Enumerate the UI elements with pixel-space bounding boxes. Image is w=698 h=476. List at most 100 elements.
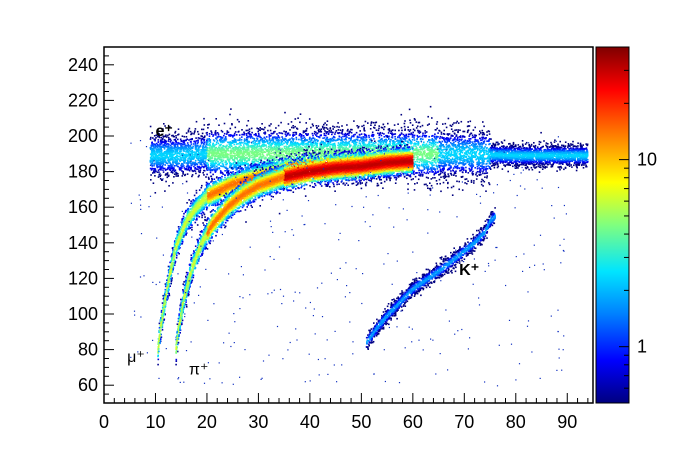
density-point [181,175,184,177]
density-point [403,136,406,138]
density-point [281,143,284,146]
density-point [403,125,406,128]
density-point [418,121,421,124]
density-point [293,138,295,140]
density-point [286,152,289,155]
density-point [453,165,456,168]
density-point [351,141,354,143]
density-point [226,144,228,147]
density-point [292,131,295,134]
density-point [175,160,177,162]
density-point [213,140,216,142]
density-point [461,151,464,154]
density-point [152,168,155,170]
density-point [363,124,365,127]
density-point [312,137,314,139]
density-point [446,133,449,135]
density-point [475,173,477,176]
density-point [312,125,314,127]
density-point [429,157,431,159]
density-point [502,153,504,156]
density-point [439,153,442,155]
density-point [333,142,336,145]
density-point [431,138,434,140]
density-point [370,151,372,153]
density-point [291,149,293,152]
density-point [370,145,372,147]
density-point [535,161,538,163]
density-point [374,121,377,124]
density-point [219,136,221,138]
density-point [476,170,479,173]
density-point [580,156,583,159]
density-point [460,169,462,172]
density-point [478,167,481,169]
density-point [190,138,192,141]
density-point [220,170,222,173]
density-point [212,149,214,152]
density-point [339,139,342,141]
density-point [380,178,382,181]
density-point [200,163,203,166]
density-point [203,143,205,146]
density-point [423,153,426,156]
density-point [331,133,333,136]
density-point [311,152,313,154]
density-point [533,159,536,162]
density-point [361,182,363,184]
density-point [255,146,258,148]
density-point [215,143,218,146]
density-point [441,169,444,171]
density-point [168,136,170,139]
density-point [267,142,269,144]
density-point [302,131,305,134]
density-point [273,155,275,158]
density-point [372,142,375,144]
density-point [337,138,339,140]
density-point [362,144,365,147]
density-point [506,158,509,161]
density-point [512,143,515,145]
density-point [339,150,342,152]
density-point [254,141,256,144]
density-point [158,135,160,138]
density-point [480,155,482,157]
density-point [543,151,545,153]
density-point [535,148,538,151]
density-point [443,146,446,148]
density-point [177,141,179,144]
density-point [398,136,401,139]
density-point [271,160,273,162]
density-point [197,141,199,143]
density-point [586,143,589,146]
density-point [479,168,482,170]
density-point [403,122,406,125]
density-point [223,151,226,154]
density-point [409,139,411,142]
density-point [348,140,351,143]
density-point [291,126,293,129]
density-point [276,133,278,135]
density-point [273,131,275,133]
density-point [184,158,187,160]
density-point [271,139,273,141]
density-point [393,142,396,145]
density-point [438,150,440,152]
density-point [182,171,184,174]
density-point [472,148,475,151]
density-point [359,130,361,132]
density-point [202,142,205,145]
density-point [230,157,232,159]
density-point [416,125,419,127]
density-point [503,164,505,166]
density-point [501,153,503,156]
density-point [270,123,272,125]
density-point [417,135,419,138]
density-point [183,135,186,138]
density-point [209,169,212,172]
density-point [158,171,160,173]
density-point [470,181,473,183]
density-point [445,150,447,153]
density-point [166,143,168,146]
density-point [155,162,157,165]
